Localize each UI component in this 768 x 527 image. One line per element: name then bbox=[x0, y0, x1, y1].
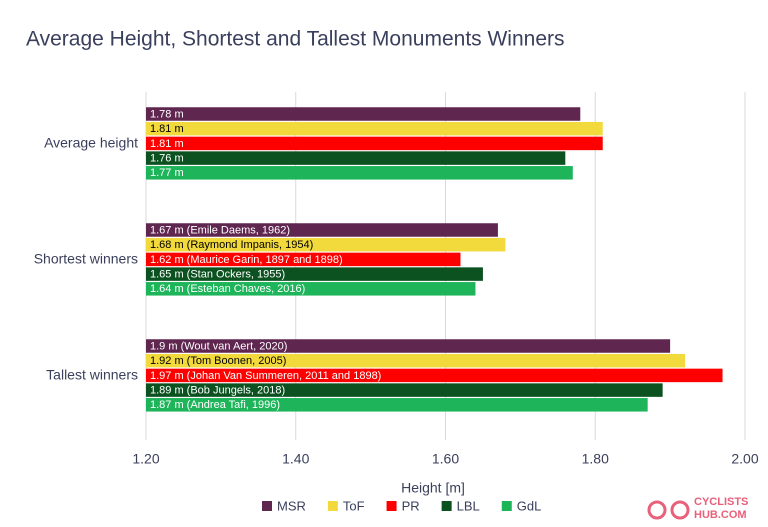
legend-swatch bbox=[441, 501, 452, 511]
value-label: 1.64 m (Esteban Chaves, 2016) bbox=[150, 283, 305, 295]
bar bbox=[146, 353, 686, 368]
value-label: 1.77 m bbox=[150, 167, 184, 179]
logo-icon bbox=[670, 500, 690, 520]
legend-swatch bbox=[262, 501, 272, 511]
value-label: 1.81 m bbox=[150, 123, 184, 135]
logo-text: CYCLISTS bbox=[694, 496, 748, 508]
chart-title: Average Height, Shortest and Tallest Mon… bbox=[26, 28, 565, 51]
x-tick-label: 1.20 bbox=[132, 451, 159, 467]
value-label: 1.76 m bbox=[150, 153, 184, 165]
value-label: 1.9 m (Wout van Aert, 2020) bbox=[150, 340, 287, 352]
value-label: 1.67 m (Emile Daems, 1962) bbox=[150, 224, 290, 236]
y-tick-label: Shortest winners bbox=[34, 251, 138, 267]
value-label: 1.62 m (Maurice Garin, 1897 and 1898) bbox=[150, 254, 343, 266]
y-tick-label: Tallest winners bbox=[46, 367, 138, 383]
value-label: 1.97 m (Johan Van Summeren, 2011 and 189… bbox=[150, 370, 381, 382]
bar bbox=[146, 121, 603, 136]
value-label: 1.87 m (Andrea Tafi, 1996) bbox=[150, 399, 280, 411]
bar bbox=[146, 383, 663, 397]
legend-swatch bbox=[327, 501, 338, 511]
bar bbox=[146, 136, 603, 151]
logo-text: HUB.COM bbox=[694, 509, 747, 521]
legend-label: LBL bbox=[457, 498, 480, 513]
logo-icon bbox=[647, 500, 667, 520]
bar bbox=[146, 223, 498, 237]
x-tick-label: 1.80 bbox=[582, 451, 609, 467]
legend-label: GdL bbox=[517, 498, 542, 513]
value-label: 1.92 m (Tom Boonen, 2005) bbox=[150, 355, 286, 367]
legend-swatch bbox=[501, 501, 512, 511]
value-label: 1.68 m (Raymond Impanis, 1954) bbox=[150, 239, 313, 251]
legend-label: ToF bbox=[343, 498, 365, 513]
legend-swatch bbox=[386, 501, 397, 511]
x-tick-label: 1.60 bbox=[432, 451, 459, 467]
bar bbox=[146, 368, 723, 383]
y-tick-label: Average height bbox=[44, 135, 138, 151]
bar bbox=[146, 398, 648, 412]
x-tick-label: 1.40 bbox=[282, 451, 309, 467]
bar bbox=[146, 267, 483, 281]
bar bbox=[146, 252, 461, 267]
x-tick-label: 2.00 bbox=[731, 451, 758, 467]
logo: CYCLISTS HUB.COM bbox=[647, 496, 748, 521]
value-label: 1.89 m (Bob Jungels, 2018) bbox=[150, 385, 285, 397]
bar bbox=[146, 237, 506, 252]
legend-label: PR bbox=[402, 498, 420, 513]
bar bbox=[146, 282, 476, 296]
value-label: 1.81 m bbox=[150, 138, 184, 150]
bar bbox=[146, 166, 573, 180]
value-label: 1.78 m bbox=[150, 108, 184, 120]
x-axis-label: Height [m] bbox=[401, 480, 465, 496]
bar bbox=[146, 339, 671, 353]
bar bbox=[146, 107, 581, 121]
bar bbox=[146, 151, 566, 165]
value-label: 1.65 m (Stan Ockers, 1955) bbox=[150, 269, 285, 281]
legend-label: MSR bbox=[277, 498, 306, 513]
